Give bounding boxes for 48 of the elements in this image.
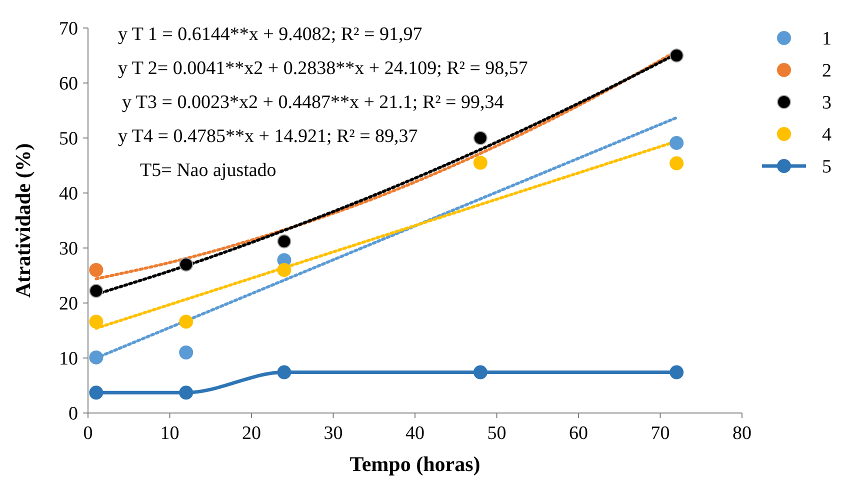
point — [179, 258, 194, 272]
legend-label: 2 — [822, 60, 832, 82]
point — [473, 156, 488, 170]
y-tick-label: 30 — [59, 238, 78, 260]
y-tick-label: 10 — [59, 348, 78, 370]
legend-label: 1 — [822, 28, 832, 50]
point — [89, 350, 104, 364]
point — [179, 314, 194, 329]
point — [89, 314, 104, 329]
x-tick-label: 30 — [324, 423, 343, 444]
annotation: T5= Nao ajustado — [140, 160, 276, 181]
legend-label: 4 — [822, 124, 832, 146]
point — [670, 156, 684, 170]
point — [89, 263, 104, 277]
annotation: y T4 = 0.4785**x + 14.921; R² = 89,37 — [118, 126, 418, 147]
y-tick-label: 50 — [59, 128, 78, 150]
x-tick-label: 20 — [242, 423, 261, 444]
point — [277, 234, 292, 248]
x-tick-label: 40 — [406, 423, 424, 444]
x-tick-label: 10 — [160, 423, 180, 444]
x-tick-label: 50 — [487, 423, 506, 444]
x-tick-label: 60 — [569, 423, 588, 444]
y-axis-title: Atratividade (%) — [11, 143, 35, 298]
point — [670, 136, 684, 150]
x-axis-title: Tempo (horas) — [350, 452, 480, 476]
point — [89, 386, 104, 400]
point — [89, 284, 104, 298]
point — [277, 365, 292, 380]
y-tick-label: 0 — [68, 404, 78, 425]
point — [277, 263, 292, 277]
y-tick-label: 20 — [59, 294, 78, 315]
y-tick-label: 70 — [59, 18, 78, 40]
annotation: y T3 = 0.0023*x2 + 0.4487**x + 21.1; R² = 99,34 — [122, 92, 504, 113]
legend-label: 5 — [822, 156, 832, 178]
annotation: y T 1 = 0.6144**x + 9.4082; R² = 91,97 — [118, 24, 422, 45]
annotation: y T 2= 0.0041**x2 + 0.2838**x + 24.109; R² = 98,57 — [118, 58, 528, 79]
point — [473, 365, 488, 380]
y-tick-label: 40 — [59, 184, 78, 205]
point — [179, 346, 194, 360]
x-tick-label: 80 — [732, 423, 752, 444]
point — [179, 386, 194, 400]
x-tick-label: 70 — [650, 423, 670, 444]
y-tick-label: 60 — [59, 74, 78, 95]
point — [670, 48, 684, 62]
point — [670, 365, 684, 380]
point — [473, 131, 488, 145]
legend-label: 3 — [822, 92, 832, 114]
x-tick-label: 0 — [83, 423, 93, 444]
